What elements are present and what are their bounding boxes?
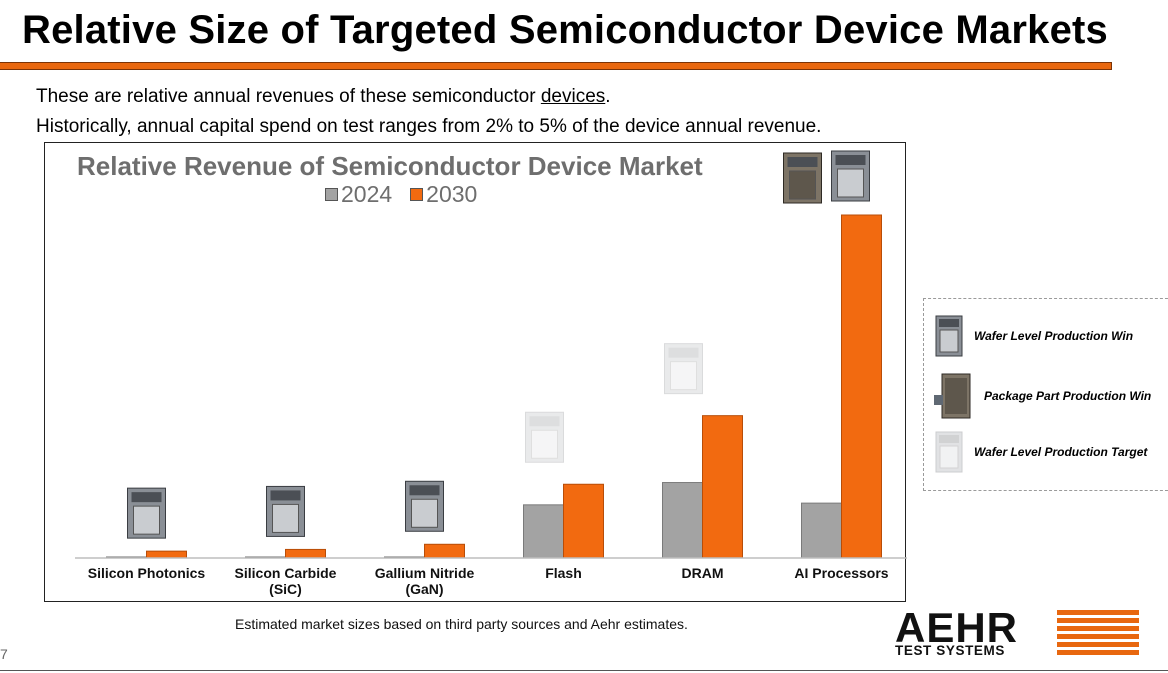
faded-wafer-level-system-icon (525, 411, 564, 463)
marker-legend-item: Wafer Level Production Win (934, 315, 1133, 357)
wafer-level-system-icon (127, 487, 166, 539)
package-part-system-icon (783, 152, 822, 204)
page-number: 7 (0, 646, 8, 662)
bar-2030-5 (841, 214, 882, 559)
revenue-chart: Relative Revenue of Semiconductor Device… (44, 142, 907, 602)
bar-2024-5 (801, 502, 842, 559)
slide-title: Relative Size of Targeted Semiconductor … (22, 8, 1108, 52)
chart-markers (127, 150, 870, 539)
title-divider (0, 62, 1112, 70)
chart-legend: 2024 2030 (325, 181, 477, 208)
bar-2030-3 (563, 483, 604, 559)
marker-legend-label: Wafer Level Production Target (974, 445, 1148, 459)
intro-line-1-suffix: . (605, 86, 611, 107)
bar-2030-0 (146, 550, 187, 559)
logo-stripes (1057, 610, 1139, 656)
bar-2030-4 (702, 415, 743, 559)
marker-legend: Wafer Level Production Win Package Part … (923, 298, 1168, 491)
wafer-level-system-icon (405, 480, 444, 532)
intro-line-1-text: These are relative annual revenues of th… (36, 86, 541, 107)
x-tick-label: DRAM (681, 565, 724, 581)
legend-label-2024: 2024 (341, 181, 393, 207)
wafer-level-system-icon (266, 485, 305, 537)
faded-wafer-level-system-icon (664, 343, 703, 395)
intro-line-1: These are relative annual revenues of th… (36, 86, 611, 108)
logo-wordmark: AEHR (895, 604, 1019, 651)
aehr-logo: AEHR TEST SYSTEMS (895, 604, 1145, 660)
x-tick-label: AI Processors (794, 565, 889, 581)
faded-wafer-level-system-icon (935, 431, 963, 473)
x-tick-label: Silicon Photonics (87, 565, 206, 581)
intro-line-2: Historically, annual capital spend on te… (36, 116, 822, 137)
chart-title: Relative Revenue of Semiconductor Device… (77, 151, 703, 181)
package-part-system-icon (934, 373, 971, 419)
legend-swatch-2024 (325, 188, 338, 201)
legend-label-2030: 2030 (426, 181, 478, 207)
logo-subtitle: TEST SYSTEMS (895, 643, 1005, 658)
x-tick-label: Gallium Nitride (GaN) (374, 565, 475, 597)
marker-legend-item: Wafer Level Production Target (934, 431, 1147, 473)
bar-2030-1 (285, 548, 326, 559)
marker-legend-label: Package Part Production Win (984, 389, 1152, 403)
wafer-level-system-icon (831, 150, 870, 202)
legend-item-2024: 2024 (325, 181, 392, 208)
chart-bars (106, 214, 882, 559)
bottom-divider (0, 670, 1168, 671)
footnote: Estimated market sizes based on third pa… (235, 616, 688, 632)
x-tick-label: Flash (545, 565, 582, 581)
wafer-level-system-icon (935, 315, 963, 357)
chart-plot-area (75, 150, 907, 559)
x-tick-label: Silicon Carbide (SiC) (234, 565, 337, 597)
legend-item-2030: 2030 (410, 181, 477, 208)
bar-2024-4 (662, 482, 703, 559)
bar-2030-2 (424, 543, 465, 559)
devices-link[interactable]: devices (540, 86, 606, 107)
bar-2024-3 (523, 504, 564, 559)
marker-legend-item: Package Part Production Win (934, 373, 1151, 419)
legend-swatch-2030 (410, 188, 424, 201)
marker-legend-label: Wafer Level Production Win (974, 329, 1134, 343)
